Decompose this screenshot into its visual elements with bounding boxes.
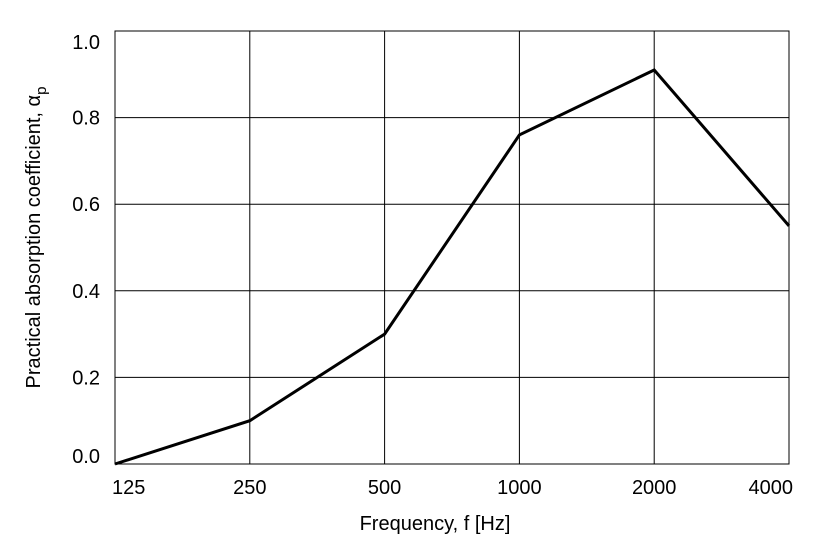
x-tick-label: 4000	[749, 477, 794, 499]
y-tick-label: 0.2	[72, 367, 100, 389]
x-tick-label: 500	[368, 477, 401, 499]
plot-frame	[114, 30, 790, 465]
x-tick-label: 1000	[497, 477, 542, 499]
y-tick-label: 0.8	[72, 108, 100, 130]
y-axis-title-main: Practical absorption coefficient, α	[23, 95, 45, 389]
x-tick-label: 2000	[632, 477, 677, 499]
y-axis-title-subscript: p	[33, 87, 50, 95]
y-tick-label: 0.4	[72, 281, 100, 303]
y-tick-labels: 0.0 0.2 0.4 0.6 0.8 1.0	[72, 32, 100, 468]
y-axis-title: Practical absorption coefficient, αp	[23, 87, 50, 389]
y-tick-label: 0.6	[72, 194, 100, 216]
y-tick-label: 0.0	[72, 446, 100, 468]
series-line	[114, 68, 791, 466]
x-tick-label: 125	[112, 477, 145, 499]
series-group	[114, 68, 791, 466]
y-tick-label: 1.0	[72, 32, 100, 54]
grid-lines	[115, 31, 789, 464]
x-tick-labels: 125 250 500 1000 2000 4000	[112, 477, 793, 499]
x-axis-title: Frequency, f [Hz]	[360, 513, 511, 535]
x-tick-label: 250	[233, 477, 266, 499]
